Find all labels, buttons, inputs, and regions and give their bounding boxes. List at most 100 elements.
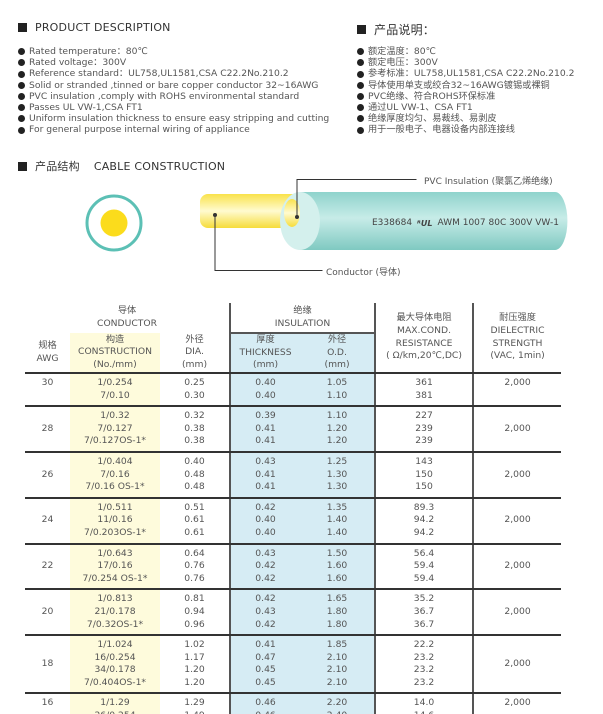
cell-value: 21/0.178 xyxy=(94,605,136,617)
bullet-icon xyxy=(357,104,364,112)
item-text: 参考标准：UL758,UL1581,CSA C22.2No.210.2 xyxy=(368,68,575,80)
cell-value: 0.41 xyxy=(255,639,276,651)
description-item: 参考标准：UL758,UL1581,CSA C22.2No.210.2 xyxy=(357,68,574,79)
cell-value: 1.25 xyxy=(326,455,348,467)
cell-value: 150 xyxy=(415,468,433,480)
square-bullet-icon xyxy=(18,161,27,171)
cell-value: 0.25 xyxy=(184,377,205,388)
title-text: PRODUCT DESCRIPTION xyxy=(35,21,171,34)
marking-text: AWM 1007 80C 300V VW-1 xyxy=(437,218,559,228)
cell-value: 36.7 xyxy=(413,605,435,617)
item-text: 通过UL VW-1、CSA FT1 xyxy=(368,102,473,114)
od-cell: 1.50 1.60 1.60 xyxy=(300,543,377,591)
description-item: PVC绝缘、符合ROHS环保标准 xyxy=(357,91,574,102)
cell-value: 0.47 xyxy=(255,651,276,663)
insulation-group-header: 绝缘 INSULATION xyxy=(229,303,377,334)
resistance-cell: 89.3 94.2 94.2 xyxy=(375,497,475,545)
cell-value: 7/0.404OS-1* xyxy=(83,676,147,688)
dielectric-cell: 2,000 xyxy=(473,693,562,714)
cell-value: 22.2 xyxy=(413,639,435,651)
title-cn: 产品结构 xyxy=(35,160,80,173)
cell-value: 14.6 xyxy=(376,710,472,714)
item-text: 额定温度：80℃ xyxy=(368,46,436,57)
thickness-cell: 0.460.46 xyxy=(229,693,301,714)
cell-value: 150 xyxy=(415,481,433,493)
awg-cell: 30 xyxy=(25,373,70,408)
description-list-en: Rated temperature：80℃ Rated voltage：300V R… xyxy=(18,46,329,136)
cell-value: 7/0.16 OS-1* xyxy=(85,481,145,493)
bullet-icon xyxy=(18,92,25,100)
cell-value: 11/0.16 xyxy=(97,514,133,526)
marking-number: E338684 xyxy=(372,218,413,228)
resistance-cell: 35.2 36.7 36.7 xyxy=(375,589,475,637)
cell-value: 1/0.813 xyxy=(97,593,133,605)
title-text: 产品说明： xyxy=(374,23,436,37)
cell-value: 239 xyxy=(415,435,433,447)
cell-value: 0.42 xyxy=(255,618,276,630)
cell-value: 0.40 xyxy=(184,455,205,467)
cell-value: 59.4 xyxy=(413,572,435,584)
item-text: Passes UL VW-1,CSA FT1 xyxy=(29,102,143,114)
cell-value: 7/0.10 xyxy=(100,389,130,401)
dielectric-cell: 2,000 xyxy=(473,497,562,545)
description-item: 绝缘厚度均匀、易裁线、易剥皮 xyxy=(357,113,574,124)
dielectric-cell: 2,000 xyxy=(473,451,562,499)
cell-value: 7/0.127OS-1* xyxy=(83,435,147,447)
cell-value: 1.60 xyxy=(326,572,348,584)
bullet-icon xyxy=(357,70,364,78)
spec-table: 导体 CONDUCTOR 绝缘 INSULATION 最大导体电阻 MAX.COND.… xyxy=(25,303,562,714)
cell-value: 94.2 xyxy=(413,526,435,538)
cell-value: 1.20 xyxy=(326,422,348,434)
cell-value: 0.41 xyxy=(255,481,276,493)
cable-construction-title: 产品结构 CABLE CONSTRUCTION xyxy=(18,158,225,174)
description-item: Passes UL VW-1,CSA FT1 xyxy=(18,102,329,113)
item-text: Solid or stranded ,tinned or bare copper… xyxy=(29,79,319,91)
cable-marking: E338684 ᴿUL AWM 1007 80C 300V VW-1 xyxy=(372,218,559,228)
cell-value: 1.20 xyxy=(184,676,205,688)
cell-value: 59.4 xyxy=(413,560,435,572)
cell-value: 0.42 xyxy=(255,560,276,572)
awg-cell: 28 xyxy=(25,406,70,453)
dia-cell: 0.40 0.48 0.48 xyxy=(160,451,231,499)
cell-value: 7/0.203OS-1* xyxy=(83,526,147,538)
cell-value: 0.46 xyxy=(231,710,300,714)
description-item: 额定温度：80℃ xyxy=(357,46,574,57)
bullet-icon xyxy=(357,92,364,100)
cell-value: 7/0.127 xyxy=(97,422,133,434)
resistance-cell: 361 381 xyxy=(375,373,475,408)
description-item: 用于一般电子、电器设备内部连接线 xyxy=(357,124,574,135)
cell-value: 0.61 xyxy=(184,526,205,538)
dia-header: 外径 DIA. (mm) xyxy=(160,333,231,374)
cell-value: 7/0.32OS-1* xyxy=(86,618,144,630)
cell-value: 0.61 xyxy=(184,514,205,526)
conductor-group-header: 导体 CONDUCTOR xyxy=(97,305,157,329)
thickness-header: 厚度 THICKNESS (mm) xyxy=(229,333,301,374)
resistance-cell: 227 239 239 xyxy=(375,406,475,453)
cell-value: 0.40 xyxy=(255,389,276,401)
awg-cell: 16 xyxy=(25,693,70,714)
cell-value: 0.40 xyxy=(255,526,276,538)
cell-value: 36.7 xyxy=(413,618,435,630)
table-row: 22 1/0.643 17/0.16 7/0.254 OS-1* 0.64 0.76 0.7… xyxy=(25,543,562,591)
cell-value: 0.64 xyxy=(184,547,205,559)
construction-cell: 1/0.813 21/0.178 7/0.32OS-1* xyxy=(70,589,160,637)
cable-diagram xyxy=(85,179,568,271)
cell-value: 0.30 xyxy=(184,389,205,401)
item-text: For general purpose internal wiring of a… xyxy=(29,124,250,136)
cable-side-view xyxy=(200,192,568,250)
thickness-cell: 0.43 0.42 0.42 xyxy=(229,543,301,591)
cell-value: 1.10 xyxy=(326,410,348,422)
cell-value: 1/0.643 xyxy=(97,547,133,559)
cell-value: 0.43 xyxy=(255,455,276,467)
od-cell: 1.85 2.10 2.10 2.10 xyxy=(300,635,377,695)
item-text: 绝缘厚度均匀、易裁线、易剥皮 xyxy=(368,113,497,125)
cell-value: 1.30 xyxy=(326,481,348,493)
table-row: 28 1/0.32 7/0.127 7/0.127OS-1* 0.32 0.38 0.38 0… xyxy=(25,406,562,453)
cell-value: 1.50 xyxy=(326,547,348,559)
cell-value: 1.80 xyxy=(326,618,348,630)
description-item: 导体使用单支或绞合32~16AWG镀锡或裸铜 xyxy=(357,80,574,91)
bullet-icon xyxy=(18,104,25,112)
item-text: PVC insulation ,comply with ROHS environ… xyxy=(29,90,300,102)
bullet-icon xyxy=(357,81,364,89)
cell-value: 56.4 xyxy=(413,547,435,559)
